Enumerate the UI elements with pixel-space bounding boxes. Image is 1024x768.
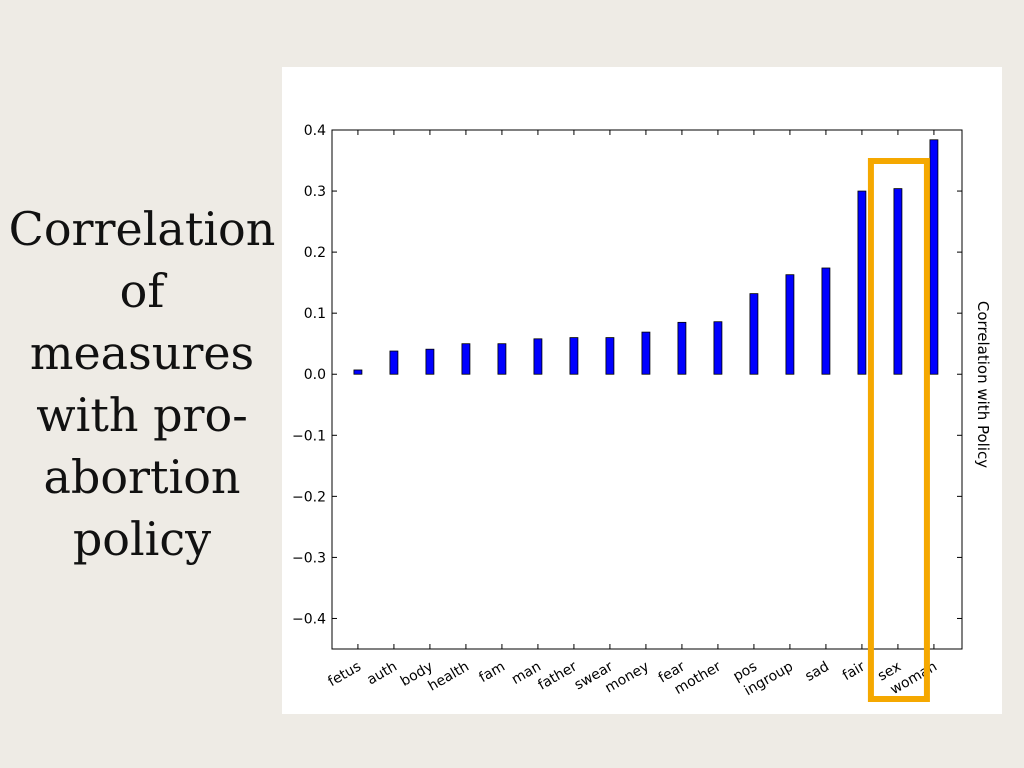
y-tick-label: 0.0 [304,367,326,383]
chart-card: 0.4 0.3 0.2 0.1 0.0 −0.1 −0.2 −0.3 −0.4 fetus auth… [282,67,1002,714]
y-tick-label: 0.2 [304,245,326,261]
y-axis-label: Correlation with Policy [974,301,992,468]
title-line: measures [29,326,255,380]
title-line: of [119,264,165,318]
y-tick-label: 0.4 [304,123,326,139]
bar-mother [713,321,723,375]
bar-health [461,343,471,375]
y-tick-label: −0.1 [292,428,326,444]
x-tick-label-fair: fair [840,658,868,684]
bar-woman [929,139,939,375]
x-tick-label-father: father [535,658,580,693]
bar-swear [605,337,615,375]
title-line: abortion [43,450,241,504]
bar-ingroup [785,274,795,375]
slide-title: Correlation of measures with pro- aborti… [8,198,276,570]
bar-auth [389,350,399,375]
bar-father [569,337,579,375]
x-tick-label-fetus: fetus [325,659,363,690]
correlation-bar-chart: 0.4 0.3 0.2 0.1 0.0 −0.1 −0.2 −0.3 −0.4 fetus auth… [292,123,992,699]
bar-sad [821,267,831,375]
y-tick-label: 0.3 [304,184,326,200]
plot-frame [331,129,963,650]
bar-man [533,338,543,375]
bar-sex [893,188,903,375]
y-tick-label: −0.2 [292,489,326,505]
x-tick-label-sad: sad [802,659,831,685]
y-tick-label: 0.1 [304,306,326,322]
x-tick-label-health: health [426,659,472,695]
bar-body [425,348,435,375]
bar-fam [497,343,507,375]
y-tick-label: −0.3 [292,550,326,566]
title-line: Correlation [8,202,276,256]
x-tick-label-auth: auth [364,659,400,689]
title-line: policy [72,512,212,566]
bar-pos [749,293,759,375]
title-line: with pro- [36,388,248,442]
bar-fair [857,190,867,375]
y-tick-label: −0.4 [292,611,326,627]
bar-money [641,331,651,375]
x-tick-label-fam: fam [476,659,508,686]
bar-fear [677,321,687,375]
bar-fetus [353,369,363,375]
